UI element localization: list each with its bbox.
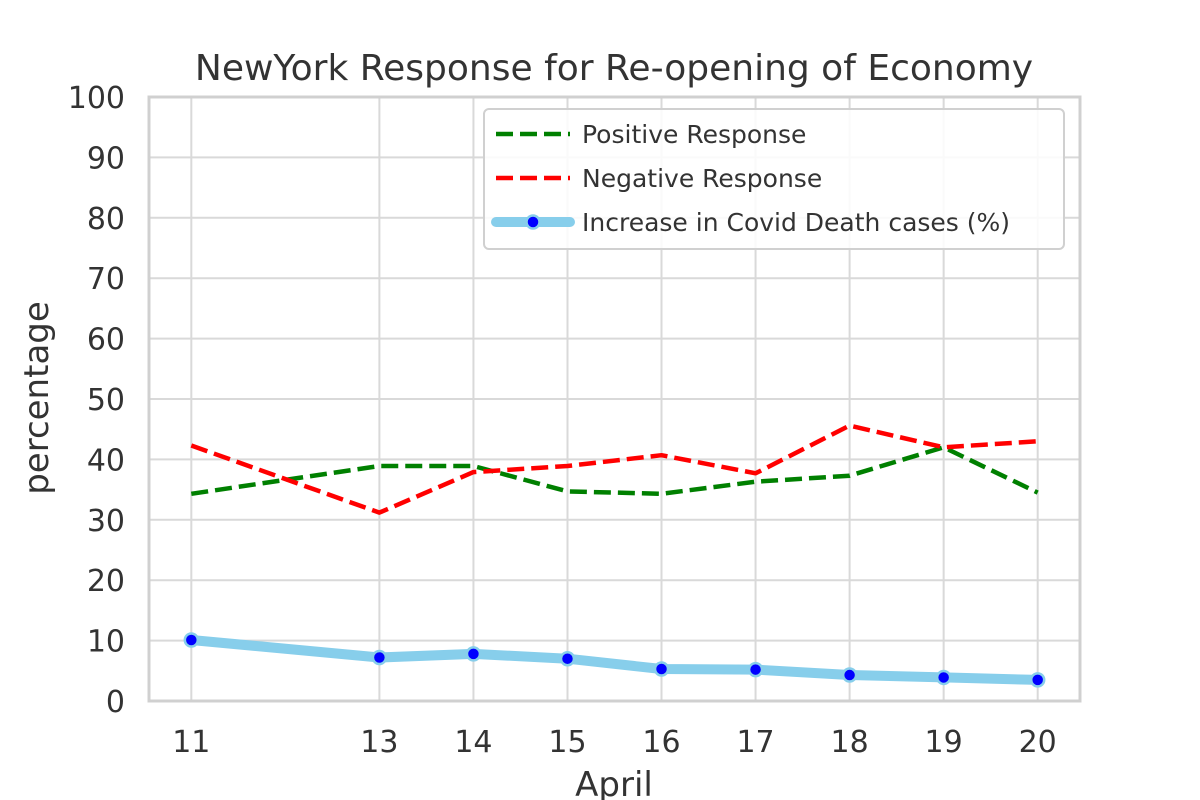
legend-marker-increase-in-covid-death-cases bbox=[525, 214, 541, 230]
y-tick-label: 100 bbox=[68, 81, 125, 116]
y-tick-label: 10 bbox=[87, 625, 125, 660]
series-line-increase-in-covid-death-cases bbox=[186, 635, 1043, 685]
chart-title: NewYork Response for Re-opening of Econo… bbox=[195, 48, 1033, 89]
y-tick-label: 40 bbox=[87, 443, 125, 478]
legend: Positive Response Negative Response Increa… bbox=[483, 108, 1065, 250]
x-tick-label: 14 bbox=[454, 725, 492, 760]
y-axis-label: percentage bbox=[17, 301, 57, 495]
y-tick-label: 80 bbox=[87, 202, 125, 237]
plot-frame bbox=[147, 95, 1082, 703]
series-line-positive-response bbox=[190, 445, 1039, 497]
x-tick-label: 18 bbox=[831, 725, 869, 760]
series-point-increase-in-covid-death-cases bbox=[841, 667, 858, 683]
series-point-increase-in-covid-death-cases bbox=[1029, 672, 1046, 688]
series-point-increase-in-covid-death-cases bbox=[653, 661, 670, 677]
x-tick-label: 17 bbox=[736, 725, 774, 760]
x-tick-label: 15 bbox=[548, 725, 586, 760]
x-tick-label: 20 bbox=[1019, 725, 1057, 760]
y-tick-label: 50 bbox=[87, 383, 125, 418]
series-point-increase-in-covid-death-cases bbox=[747, 661, 764, 678]
series-layer bbox=[183, 423, 1046, 688]
legend-label-positive-response: Positive Response bbox=[582, 120, 806, 149]
x-axis-label: April bbox=[575, 765, 653, 800]
series-point-increase-in-covid-death-cases bbox=[559, 650, 576, 667]
series-point-increase-in-covid-death-cases bbox=[465, 646, 482, 662]
legend-label-increase-in-covid-death-cases: Increase in Covid Death cases (%) bbox=[582, 208, 1010, 237]
x-tick-label: 16 bbox=[642, 725, 680, 760]
y-tick-label: 0 bbox=[106, 685, 125, 720]
y-tick-label: 70 bbox=[87, 262, 125, 297]
y-tick-label: 90 bbox=[87, 141, 125, 176]
x-tick-label: 19 bbox=[925, 725, 963, 760]
y-tick-label: 30 bbox=[87, 504, 125, 539]
legend-box bbox=[483, 108, 1065, 250]
series-line-negative-response bbox=[190, 423, 1038, 515]
x-tick-label: 11 bbox=[172, 725, 210, 760]
x-tick-label: 13 bbox=[360, 725, 398, 760]
y-tick-label: 20 bbox=[87, 564, 125, 599]
series-point-increase-in-covid-death-cases bbox=[371, 649, 388, 666]
legend-label-negative-response: Negative Response bbox=[582, 164, 822, 193]
series-point-increase-in-covid-death-cases bbox=[183, 632, 200, 648]
y-tick-label: 60 bbox=[87, 323, 125, 358]
y-ticks: 0 10 20 30 40 50 60 70 80 90 100 bbox=[68, 81, 125, 720]
series-point-increase-in-covid-death-cases bbox=[935, 669, 952, 686]
x-ticks: 11 13 14 15 16 17 18 19 20 bbox=[172, 725, 1057, 760]
